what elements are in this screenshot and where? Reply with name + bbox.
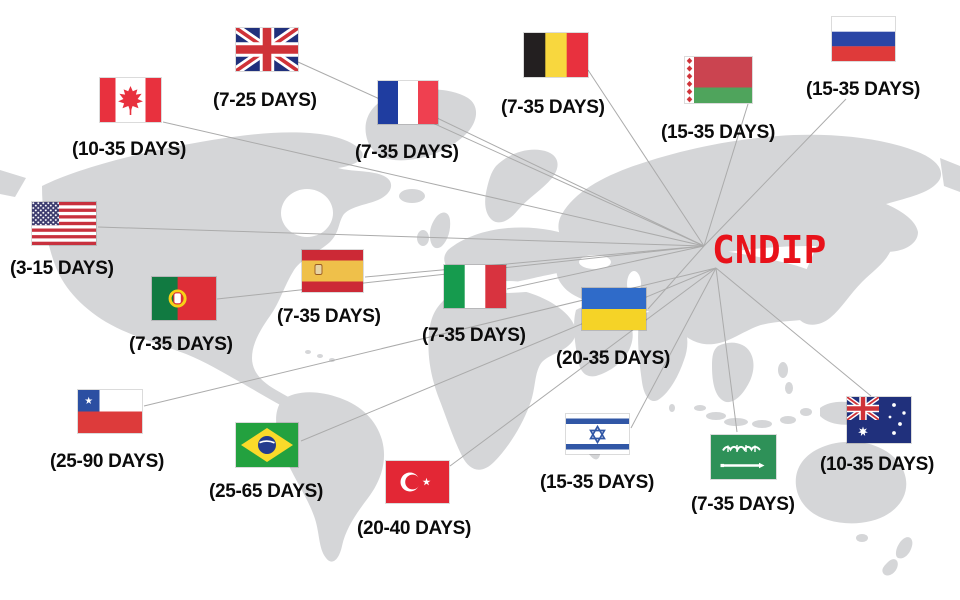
connector-line-italy: [506, 245, 705, 290]
spain-days-label: (7-35 DAYS): [277, 306, 381, 327]
france-days-label: (7-35 DAYS): [355, 142, 459, 163]
connector-line-belgium: [587, 69, 705, 247]
connector-line-saudi-arabia: [715, 267, 738, 433]
belarus-days-label: (15-35 DAYS): [661, 122, 775, 143]
ukraine-flag-icon: [582, 288, 646, 330]
connector-line-russia: [703, 98, 847, 247]
usa-flag-icon: [32, 202, 96, 245]
continent-south-america: [276, 392, 385, 562]
connector-line-australia: [715, 267, 872, 397]
russia-days-label: (15-35 DAYS): [806, 79, 920, 100]
island-great-britain: [429, 212, 451, 249]
belgium-flag-icon: [524, 33, 588, 77]
ukraine-days-label: (20-35 DAYS): [556, 348, 670, 369]
belgium-days-label: (7-35 DAYS): [501, 97, 605, 118]
island-group: [305, 248, 913, 576]
continent-chukotka-east: [940, 158, 960, 192]
australia-days-label: (10-35 DAYS): [820, 454, 934, 475]
israel-days-label: (15-35 DAYS): [540, 472, 654, 493]
connector-line-canada: [162, 121, 705, 247]
connector-line-belarus: [703, 103, 749, 247]
connector-line-uk: [297, 61, 705, 247]
continent-east-asia: [793, 203, 895, 325]
saudi-arabia-flag-icon: [711, 435, 776, 479]
uk-days-label: (7-25 DAYS): [213, 90, 317, 111]
continent-africa: [428, 286, 576, 470]
island-ireland: [417, 230, 429, 246]
brand-hub-label: CNDIP: [712, 228, 827, 272]
continent-central-asia: [556, 245, 837, 345]
chile-flag-icon: [78, 390, 142, 433]
australia-flag-icon: [847, 397, 911, 443]
brazil-flag-icon: [236, 423, 298, 467]
connector-line-israel: [630, 267, 717, 429]
continent-chukotka-west: [0, 170, 26, 197]
france-flag-icon: [378, 81, 438, 124]
spain-flag-icon: [302, 250, 363, 292]
italy-days-label: (7-35 DAYS): [422, 325, 526, 346]
portugal-days-label: (7-35 DAYS): [129, 334, 233, 355]
continent-scandinavia: [485, 149, 558, 223]
italy-flag-icon: [444, 265, 506, 308]
canada-days-label: (10-35 DAYS): [72, 139, 186, 160]
portugal-flag-icon: [152, 277, 216, 320]
connector-line-spain: [364, 245, 705, 278]
israel-flag-icon: [566, 414, 629, 454]
russia-flag-icon: [832, 17, 895, 61]
uk-flag-icon: [236, 28, 298, 71]
continent-australia: [795, 441, 907, 524]
belarus-flag-icon: [685, 57, 752, 103]
turkey-flag-icon: [386, 461, 449, 503]
island-iceland: [399, 189, 425, 203]
connector-line-brazil: [300, 267, 717, 442]
canada-flag-icon: [100, 78, 161, 122]
region-southeast-asia: [712, 342, 754, 403]
saudi-arabia-days-label: (7-35 DAYS): [691, 494, 795, 515]
connector-line-france: [436, 117, 705, 247]
connector-line-turkey: [449, 267, 717, 467]
turkey-days-label: (20-40 DAYS): [357, 518, 471, 539]
connector-line-usa: [97, 226, 705, 247]
brazil-days-label: (25-65 DAYS): [209, 481, 323, 502]
region-india: [638, 310, 688, 402]
usa-days-label: (3-15 DAYS): [10, 258, 114, 279]
chile-days-label: (25-90 DAYS): [50, 451, 164, 472]
